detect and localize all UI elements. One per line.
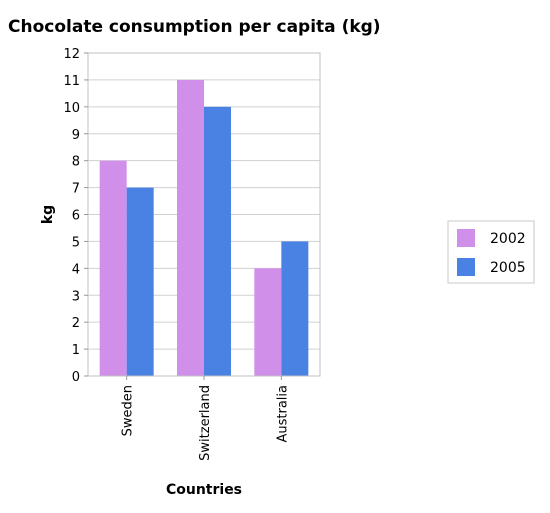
y-tick-label: 12: [63, 47, 80, 62]
y-tick-label: 9: [72, 128, 80, 143]
y-tick-label: 8: [72, 155, 80, 170]
y-tick-label: 11: [63, 74, 80, 89]
legend-label-2002: 2002: [490, 231, 526, 247]
bar-2002-sweden: [99, 160, 127, 376]
legend: 2002 2005: [447, 220, 535, 284]
x-tick-label: Sweden: [121, 385, 136, 436]
bars: [99, 79, 309, 377]
chart-title: Chocolate consumption per capita (kg): [8, 17, 381, 37]
bar-2005-switzerland: [204, 106, 231, 376]
y-tick-label: 7: [72, 182, 80, 197]
bar-2005-australia: [281, 241, 309, 376]
x-tick-label: Switzerland: [198, 385, 213, 461]
y-tick-label: 2: [72, 316, 80, 331]
y-axis-title: kg: [40, 205, 56, 224]
y-tick-label: 10: [63, 101, 80, 116]
y-tick-label: 0: [72, 370, 80, 385]
bar-2002-australia: [254, 268, 282, 376]
y-tick-label: 5: [72, 235, 80, 250]
y-tick-label: 1: [72, 343, 80, 358]
bar-2002-switzerland: [177, 79, 204, 377]
legend-swatch-2005: [457, 258, 475, 276]
y-tick-label: 6: [72, 209, 80, 224]
legend-swatch-2002: [457, 229, 475, 247]
y-tick-label: 4: [72, 262, 80, 277]
x-tick-label: Australia: [275, 385, 290, 443]
x-axis-ticks: Sweden Switzerland Australia: [121, 376, 290, 461]
legend-label-2005: 2005: [490, 260, 526, 276]
bar-2005-sweden: [126, 187, 154, 376]
x-axis-title: Countries: [166, 482, 242, 498]
y-tick-label: 3: [72, 289, 80, 304]
